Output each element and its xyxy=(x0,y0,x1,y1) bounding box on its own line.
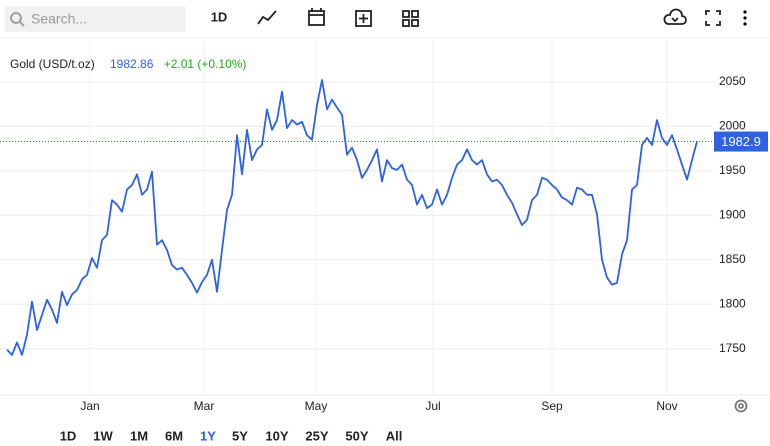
price: 1982.86 xyxy=(110,57,154,71)
interval-button[interactable]: 1D xyxy=(211,9,228,24)
search-icon xyxy=(10,12,22,24)
chart-type-button[interactable] xyxy=(257,10,277,25)
search-icon-handle xyxy=(19,21,25,27)
fullscreen-button[interactable] xyxy=(705,10,721,26)
price-line xyxy=(6,79,698,356)
range-button[interactable]: 25Y xyxy=(305,428,328,443)
search-box[interactable] xyxy=(5,6,186,32)
range-button[interactable]: 6M xyxy=(165,428,183,443)
range-button[interactable]: 5Y xyxy=(232,428,248,443)
y-tick-label: 1800 xyxy=(719,296,746,310)
y-tick-label: 2050 xyxy=(719,74,746,88)
add-indicator-button[interactable] xyxy=(355,10,372,27)
x-tick-label: Jul xyxy=(425,399,440,413)
calendar-button[interactable] xyxy=(308,8,325,26)
x-tick-label: Sep xyxy=(541,399,563,413)
instrument-name: Gold (USD/t.oz) xyxy=(10,57,95,71)
y-tick-label: 1900 xyxy=(719,207,746,221)
x-tick-label: Nov xyxy=(656,399,677,413)
y-tick-label: 1850 xyxy=(719,252,746,266)
y-tick-label: 2000 xyxy=(719,118,746,132)
last-price-tag xyxy=(714,131,768,152)
range-button[interactable]: 10Y xyxy=(265,428,288,443)
range-button[interactable]: 1W xyxy=(93,428,113,443)
search-placeholder: Search... xyxy=(31,11,87,27)
x-tick-label: Mar xyxy=(194,399,215,413)
range-button[interactable]: 1Y xyxy=(200,428,216,443)
plot-area xyxy=(0,40,770,396)
range-button[interactable]: 1M xyxy=(130,428,148,443)
range-button[interactable]: All xyxy=(386,428,403,443)
x-tick-label: May xyxy=(305,399,328,413)
settings-button[interactable] xyxy=(734,399,748,413)
range-button[interactable]: 1D xyxy=(60,428,77,443)
layout-button[interactable] xyxy=(402,10,419,27)
download-button[interactable] xyxy=(663,8,687,25)
range-button[interactable]: 50Y xyxy=(345,428,368,443)
last-price-label: 1982.9 xyxy=(721,134,761,149)
x-tick-label: Jan xyxy=(80,399,99,413)
menu-button[interactable] xyxy=(743,10,747,26)
price-change: +2.01 (+0.10%) xyxy=(164,57,247,71)
y-tick-label: 1750 xyxy=(719,341,746,355)
y-tick-label: 1950 xyxy=(719,163,746,177)
